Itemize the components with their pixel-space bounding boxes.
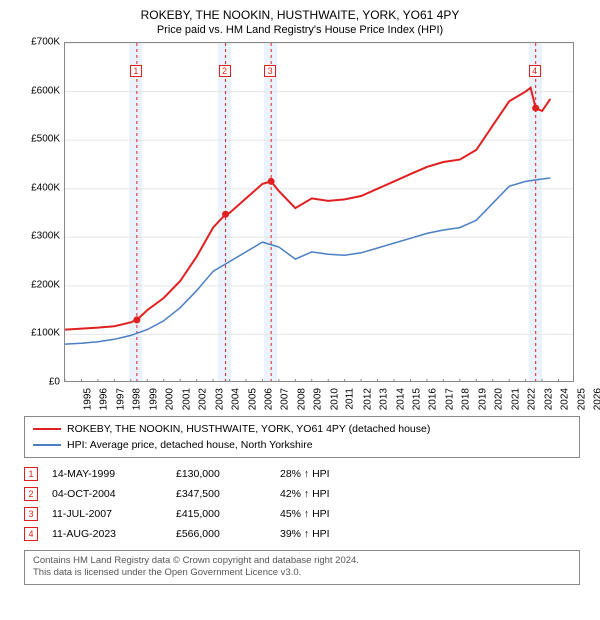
event-price: £130,000: [176, 468, 266, 480]
x-tick-label: 1996: [99, 388, 110, 410]
x-tick-label: 2002: [197, 388, 208, 410]
x-tick-label: 2011: [345, 388, 356, 410]
y-tick-label: £600K: [22, 85, 60, 96]
x-tick-label: 2016: [428, 388, 439, 410]
event-date: 11-JUL-2007: [52, 508, 162, 520]
legend: ROKEBY, THE NOOKIN, HUSTHWAITE, YORK, YO…: [24, 416, 580, 458]
event-marker-box: 3: [264, 65, 276, 77]
x-tick-label: 2019: [477, 388, 488, 410]
x-tick-label: 2015: [411, 388, 422, 410]
event-row: 4 11-AUG-2023 £566,000 39% ↑ HPI: [24, 524, 580, 544]
chart-area: £0£100K£200K£300K£400K£500K£600K£700K 19…: [22, 42, 582, 402]
event-pct: 39% ↑ HPI: [280, 528, 380, 540]
x-tick-label: 2004: [230, 388, 241, 410]
event-number-box: 3: [24, 507, 38, 521]
events-table: 1 14-MAY-1999 £130,000 28% ↑ HPI 2 04-OCT-200…: [24, 464, 580, 544]
x-tick-label: 2010: [329, 388, 340, 410]
event-marker-box: 4: [529, 65, 541, 77]
legend-swatch: [33, 444, 61, 446]
x-tick-label: 2020: [494, 388, 505, 410]
x-tick-label: 2000: [165, 388, 176, 410]
event-price: £415,000: [176, 508, 266, 520]
y-tick-label: £200K: [22, 279, 60, 290]
y-tick-label: £500K: [22, 134, 60, 145]
event-number-box: 1: [24, 467, 38, 481]
footer-line: This data is licensed under the Open Gov…: [33, 567, 571, 579]
event-marker-box: 2: [219, 65, 231, 77]
event-date: 11-AUG-2023: [52, 528, 162, 540]
x-tick-label: 2003: [214, 388, 225, 410]
legend-label: ROKEBY, THE NOOKIN, HUSTHWAITE, YORK, YO…: [67, 423, 430, 435]
legend-swatch: [33, 428, 61, 430]
x-tick-label: 2026: [592, 388, 600, 410]
event-number-box: 2: [24, 487, 38, 501]
x-tick-label: 2013: [378, 388, 389, 410]
x-tick-label: 2018: [461, 388, 472, 410]
y-tick-label: £0: [22, 377, 60, 388]
x-tick-label: 2009: [313, 388, 324, 410]
x-tick-label: 1999: [148, 388, 159, 410]
chart-title: ROKEBY, THE NOOKIN, HUSTHWAITE, YORK, YO…: [10, 8, 590, 22]
event-row: 2 04-OCT-2004 £347,500 42% ↑ HPI: [24, 484, 580, 504]
x-tick-label: 2008: [296, 388, 307, 410]
x-tick-label: 2024: [559, 388, 570, 410]
event-price: £566,000: [176, 528, 266, 540]
x-tick-label: 2006: [263, 388, 274, 410]
chart-container: ROKEBY, THE NOOKIN, HUSTHWAITE, YORK, YO…: [0, 0, 600, 620]
x-tick-label: 2025: [576, 388, 587, 410]
x-tick-label: 2001: [181, 388, 192, 410]
x-tick-label: 2017: [444, 388, 455, 410]
legend-item-property: ROKEBY, THE NOOKIN, HUSTHWAITE, YORK, YO…: [33, 421, 571, 437]
event-number-box: 4: [24, 527, 38, 541]
y-tick-label: £400K: [22, 182, 60, 193]
event-date: 04-OCT-2004: [52, 488, 162, 500]
x-tick-label: 2007: [280, 388, 291, 410]
y-tick-label: £100K: [22, 328, 60, 339]
x-tick-label: 1998: [132, 388, 143, 410]
event-row: 3 11-JUL-2007 £415,000 45% ↑ HPI: [24, 504, 580, 524]
footer-attribution: Contains HM Land Registry data © Crown c…: [24, 550, 580, 585]
event-pct: 28% ↑ HPI: [280, 468, 380, 480]
chart-subtitle: Price paid vs. HM Land Registry's House …: [10, 24, 590, 36]
event-row: 1 14-MAY-1999 £130,000 28% ↑ HPI: [24, 464, 580, 484]
x-tick-label: 2005: [247, 388, 258, 410]
event-pct: 42% ↑ HPI: [280, 488, 380, 500]
x-tick-label: 2023: [543, 388, 554, 410]
event-marker-box: 1: [130, 65, 142, 77]
legend-label: HPI: Average price, detached house, Nort…: [67, 439, 313, 451]
x-tick-label: 1997: [115, 388, 126, 410]
x-tick-label: 1995: [82, 388, 93, 410]
x-tick-label: 2021: [510, 388, 521, 410]
y-tick-label: £300K: [22, 231, 60, 242]
footer-line: Contains HM Land Registry data © Crown c…: [33, 555, 571, 567]
legend-item-hpi: HPI: Average price, detached house, Nort…: [33, 437, 571, 453]
event-price: £347,500: [176, 488, 266, 500]
y-tick-label: £700K: [22, 37, 60, 48]
event-date: 14-MAY-1999: [52, 468, 162, 480]
x-tick-label: 2014: [395, 388, 406, 410]
x-tick-label: 2022: [526, 388, 537, 410]
x-tick-label: 2012: [362, 388, 373, 410]
plot-svg: [64, 42, 574, 382]
event-pct: 45% ↑ HPI: [280, 508, 380, 520]
